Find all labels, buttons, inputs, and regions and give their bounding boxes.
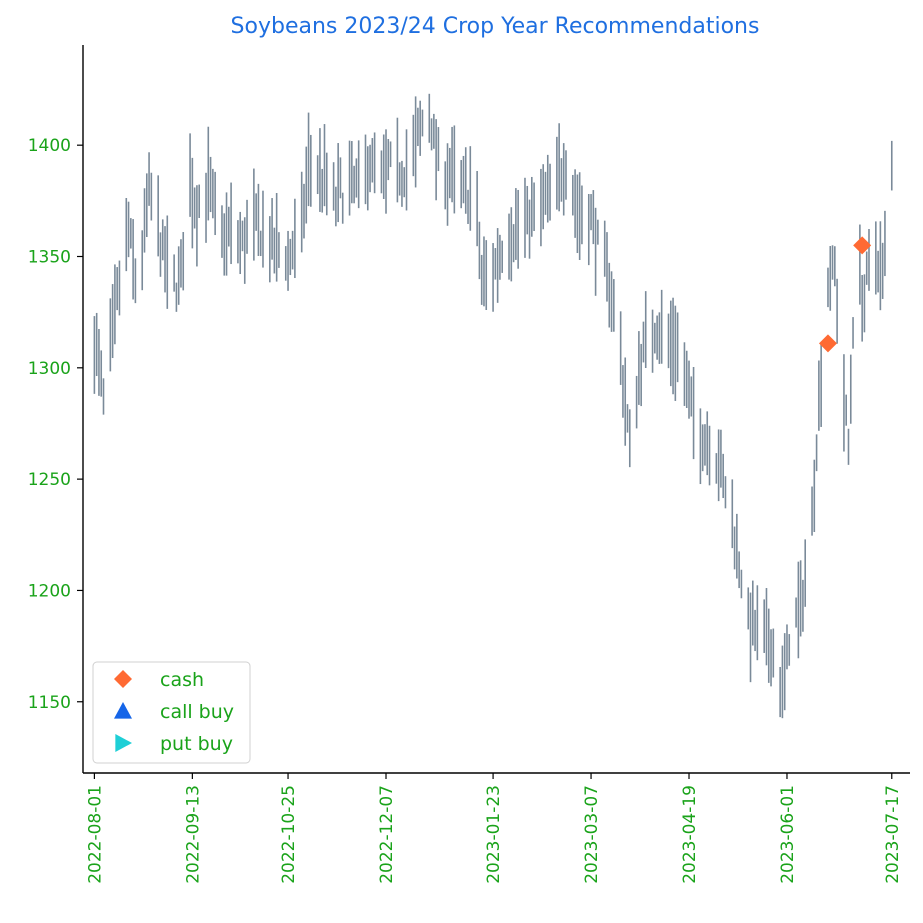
legend-marker-call-buy: [114, 702, 132, 719]
x-tick-label: 2022-09-13: [183, 785, 203, 884]
x-tick-label: 2023-01-23: [484, 785, 504, 884]
y-tick-label: 1200: [28, 581, 71, 601]
legend-label: call buy: [160, 701, 234, 723]
axes: [82, 45, 910, 774]
legend-box: [92, 661, 251, 764]
x-tick-label: 2023-06-01: [778, 785, 798, 884]
x-tick-label: 2022-10-25: [279, 785, 299, 884]
x-ticks: 2022-08-01 2022-09-13 2022-10-25 2022-12-07…: [85, 773, 903, 884]
marker-cash: [853, 236, 872, 255]
y-tick-label: 1350: [28, 247, 71, 267]
y-tick-label: 1300: [28, 359, 71, 379]
x-tick-label: 2023-03-07: [582, 785, 602, 884]
legend-marker-put-buy: [115, 734, 132, 752]
x-tick-label: 2022-12-07: [377, 785, 397, 884]
legend: cash call buy put buy: [92, 661, 251, 764]
legend-label: cash: [160, 669, 204, 691]
legend-label: put buy: [160, 733, 233, 755]
y-tick-label: 1250: [28, 470, 71, 490]
chart-title: Soybeans 2023/24 Crop Year Recommendatio…: [231, 14, 760, 39]
x-tick-label: 2023-07-17: [883, 785, 903, 884]
y-tick-label: 1400: [28, 136, 71, 156]
legend-marker-cash: [114, 670, 132, 688]
y-ticks: 1150 1200 1250 1300 1350 1400: [28, 136, 83, 713]
x-tick-label: 2022-08-01: [85, 785, 105, 884]
y-tick-label: 1150: [28, 693, 71, 713]
signal-markers: [818, 236, 872, 353]
x-tick-label: 2023-04-19: [680, 785, 700, 884]
marker-cash: [818, 334, 837, 353]
price-bars: [93, 93, 893, 719]
